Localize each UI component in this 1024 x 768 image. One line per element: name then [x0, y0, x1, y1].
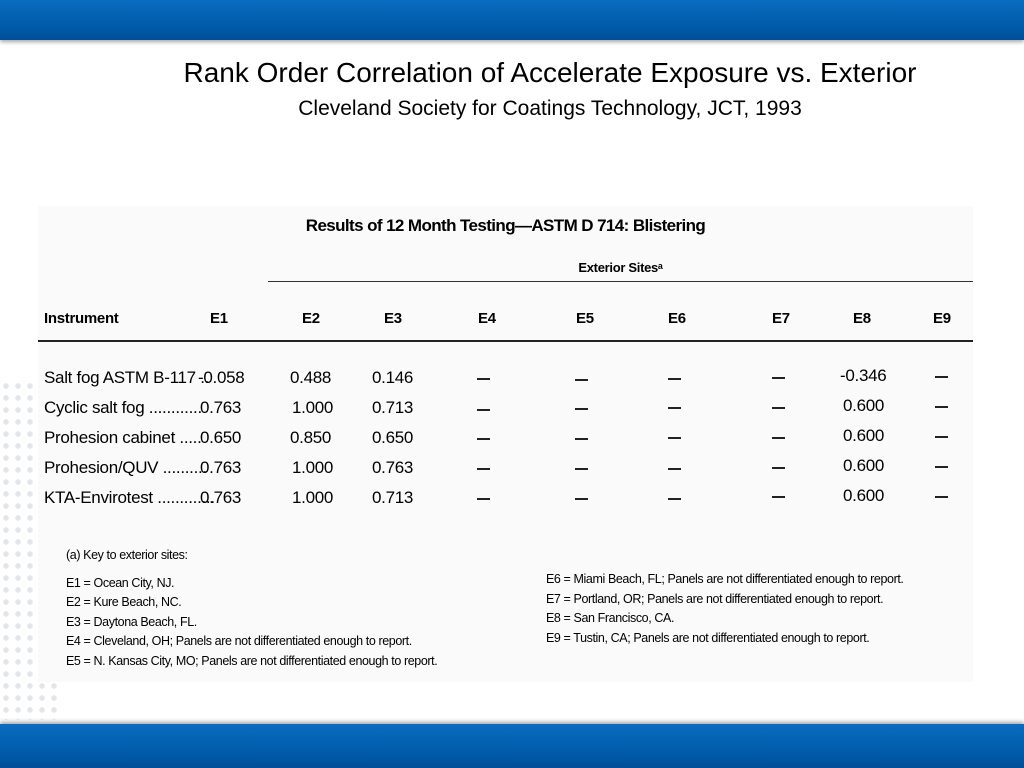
empty-cell-dash — [935, 496, 948, 498]
table-cell: -0.058 — [198, 368, 245, 387]
table-row-label: KTA-Envirotest ............. — [44, 488, 215, 507]
empty-cell-dash — [772, 437, 785, 439]
table-cell: 0.600 — [843, 426, 885, 445]
empty-cell-dash — [772, 496, 785, 498]
key-heading: (a) Key to exterior sites: — [66, 548, 188, 562]
table-cell: 0.763 — [200, 398, 242, 417]
column-header: E8 — [853, 310, 871, 327]
bottom-banner — [0, 724, 1024, 768]
key-item: E4 = Cleveland, OH; Panels are not diffe… — [66, 634, 412, 648]
empty-cell-dash — [935, 406, 948, 408]
key-item: E7 = Portland, OR; Panels are not differ… — [546, 591, 884, 606]
table-cell: 0.650 — [200, 428, 242, 447]
table-cell: 1.000 — [292, 488, 334, 507]
column-header: E5 — [576, 310, 594, 327]
table-cell: 0.146 — [372, 368, 414, 387]
column-header: E3 — [384, 310, 402, 327]
key-item: E2 = Kure Beach, NC. — [66, 595, 182, 609]
empty-cell-dash — [575, 438, 588, 440]
table-cell: 0.488 — [290, 368, 332, 387]
table-cell: 0.763 — [200, 458, 242, 477]
table-row-label: Cyclic salt fog ............ — [44, 398, 202, 417]
key-item: E3 = Daytona Beach, FL. — [66, 614, 197, 629]
empty-cell-dash — [477, 438, 490, 440]
key-item: E6 = Miami Beach, FL; Panels are not dif… — [546, 572, 904, 586]
key-item: E1 = Ocean City, NJ. — [66, 575, 175, 590]
empty-cell-dash — [772, 377, 785, 379]
column-header: E6 — [668, 310, 686, 327]
table-cell: 0.713 — [372, 488, 414, 507]
table-title: Results of 12 Month Testing—ASTM D 714: … — [305, 216, 706, 235]
empty-cell-dash — [668, 498, 681, 500]
slide-title: Rank Order Correlation of Accelerate Exp… — [183, 57, 917, 88]
empty-cell-dash — [935, 376, 948, 378]
table-cell: 1.000 — [292, 458, 334, 477]
column-header: E7 — [772, 310, 790, 327]
empty-cell-dash — [772, 467, 785, 469]
scanned-table-image: Results of 12 Month Testing—ASTM D 714: … — [38, 206, 973, 682]
exterior-sites-header: Exterior Sitesᵃ — [268, 260, 973, 282]
empty-cell-dash — [668, 378, 681, 380]
empty-cell-dash — [668, 468, 681, 470]
empty-cell-dash — [575, 468, 588, 470]
instrument-header: Instrument — [44, 310, 119, 327]
table-cell: 0.850 — [290, 428, 332, 447]
table-cell: 0.763 — [200, 488, 242, 507]
empty-cell-dash — [772, 407, 785, 409]
table-cell: 0.600 — [843, 396, 885, 415]
table-cell: 0.650 — [372, 428, 414, 447]
empty-cell-dash — [477, 468, 490, 470]
header-rule — [38, 340, 973, 342]
empty-cell-dash — [477, 409, 490, 411]
empty-cell-dash — [935, 466, 948, 468]
empty-cell-dash — [575, 408, 588, 410]
column-header: E9 — [933, 310, 951, 327]
column-header: E1 — [210, 310, 228, 327]
empty-cell-dash — [575, 379, 588, 381]
column-header: E2 — [302, 310, 320, 327]
key-item: E5 = N. Kansas City, MO; Panels are not … — [66, 653, 438, 668]
table-row-label: Prohesion cabinet ..... — [44, 428, 202, 447]
empty-cell-dash — [935, 436, 948, 438]
empty-cell-dash — [477, 378, 490, 380]
empty-cell-dash — [477, 498, 490, 500]
table-cell: 0.763 — [372, 458, 414, 477]
table-cell: 1.000 — [292, 398, 334, 417]
empty-cell-dash — [668, 407, 681, 409]
column-header: E4 — [478, 310, 496, 327]
table-cell: 0.713 — [372, 398, 414, 417]
key-left: (a) Key to exterior sites: E1 = Ocean Ci… — [66, 546, 438, 671]
key-item: E8 = San Francisco, CA. — [546, 611, 675, 625]
slide-header: Rank Order Correlation of Accelerate Exp… — [150, 56, 950, 122]
table-cell: 0.600 — [843, 486, 885, 505]
empty-cell-dash — [668, 437, 681, 439]
table-cell: 0.600 — [843, 456, 885, 475]
key-item: E9 = Tustin, CA; Panels are not differen… — [546, 630, 870, 645]
top-banner — [0, 0, 1024, 40]
table-row-label: Prohesion/QUV .......... — [44, 458, 207, 477]
table-cell: -0.346 — [840, 366, 887, 385]
empty-cell-dash — [575, 498, 588, 500]
table-row-label: Salt fog ASTM B-117 .. — [44, 368, 210, 387]
key-right: E6 = Miami Beach, FL; Panels are not dif… — [546, 570, 904, 648]
slide-subtitle: Cleveland Society for Coatings Technolog… — [298, 97, 802, 120]
